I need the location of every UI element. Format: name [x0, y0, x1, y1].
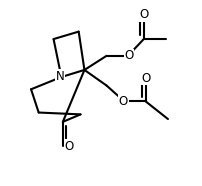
- Text: O: O: [119, 95, 128, 108]
- Text: O: O: [139, 8, 148, 21]
- Text: N: N: [56, 70, 64, 83]
- Text: O: O: [141, 72, 150, 85]
- Text: O: O: [65, 140, 74, 153]
- Text: O: O: [124, 49, 134, 62]
